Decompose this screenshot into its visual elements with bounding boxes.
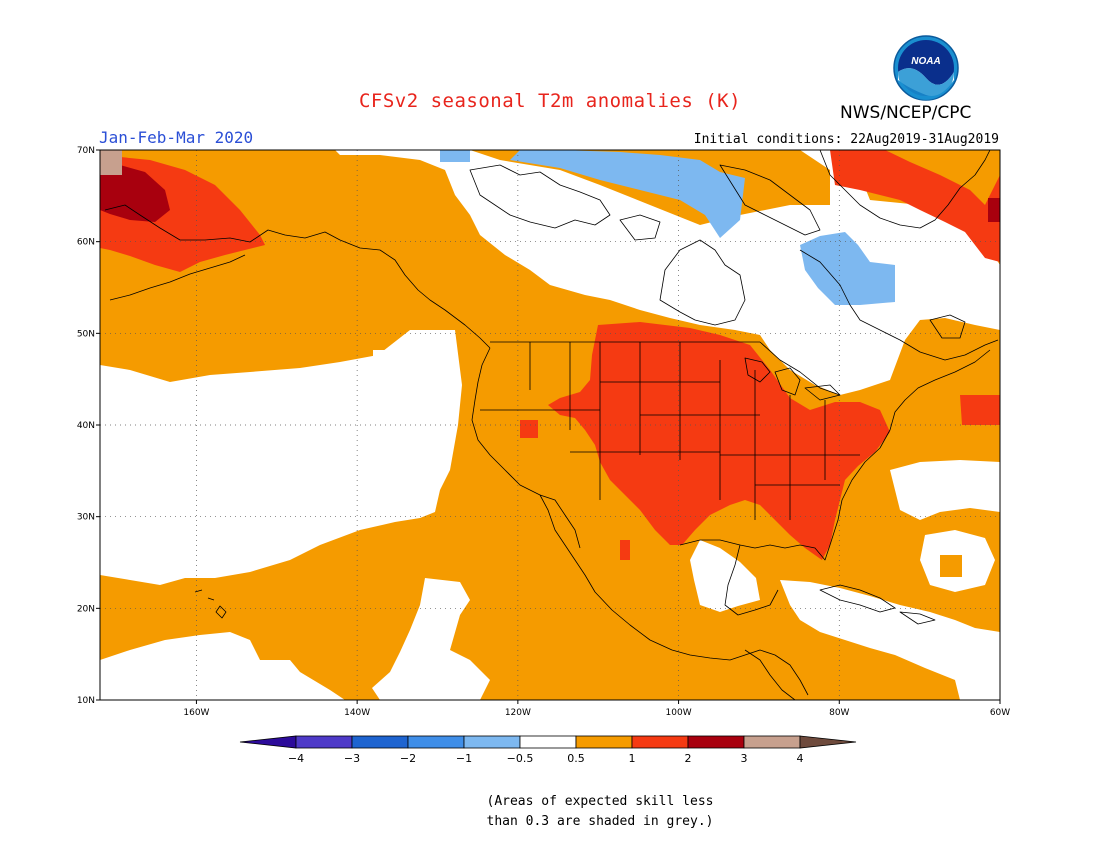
colorbar-low-extreme xyxy=(239,735,297,749)
colorbar-bin xyxy=(407,735,465,749)
skill-footnote: (Areas of expected skill less than 0.3 a… xyxy=(470,792,730,832)
agency-label: NWS/NCEP/CPC xyxy=(840,103,972,123)
lat-tick-label: 60N xyxy=(77,238,95,248)
colorbar-bin xyxy=(351,735,409,749)
neutral-small-1 xyxy=(373,350,391,368)
colorbar-bin xyxy=(463,735,521,749)
lon-tick-label: 80W xyxy=(829,708,849,718)
warm-central-us-region xyxy=(548,322,890,560)
colorbar-label: 4 xyxy=(797,752,804,765)
neutral-small-2 xyxy=(205,505,221,517)
neutral-pacific-region xyxy=(100,330,462,585)
longitude-tick-labels: 160W 140W 120W 100W 80W 60W xyxy=(183,700,1010,718)
colorbar-bin xyxy=(631,735,689,749)
very-warm-greenland-core xyxy=(988,198,1000,222)
lon-tick-label: 60W xyxy=(990,708,1010,718)
colorbar-label: 1 xyxy=(629,752,636,765)
colorbar-high-extreme xyxy=(799,735,857,749)
colorbar-label: −3 xyxy=(344,752,360,765)
neutral-canada-arctic xyxy=(335,150,1000,395)
cold-hudson-region xyxy=(510,150,745,238)
neutral-pacific-south xyxy=(100,632,345,700)
colorbar-bin xyxy=(295,735,353,749)
noaa-logo: NOAA xyxy=(893,35,959,101)
colorbar-bin xyxy=(687,735,745,749)
colorbar-label: 0.5 xyxy=(567,752,585,765)
colorbar-label: −1 xyxy=(456,752,472,765)
colorbar-bin xyxy=(519,735,577,749)
neutral-caribbean xyxy=(780,580,1000,700)
lat-tick-label: 30N xyxy=(77,513,95,523)
cold-baffin-region xyxy=(440,150,470,162)
lon-tick-label: 120W xyxy=(505,708,531,718)
chart-title: CFSv2 seasonal T2m anomalies (K) xyxy=(358,90,742,112)
warm-small-2 xyxy=(620,540,630,560)
initial-conditions: Initial conditions: 22Aug2019-31Aug2019 xyxy=(693,132,999,147)
lon-tick-label: 140W xyxy=(344,708,370,718)
colorbar-label: 3 xyxy=(741,752,748,765)
lon-tick-label: 160W xyxy=(183,708,209,718)
colorbar-bin xyxy=(575,735,633,749)
colorbar-bin xyxy=(743,735,801,749)
forecast-period: Jan-Feb-Mar 2020 xyxy=(99,128,254,147)
lat-tick-label: 40N xyxy=(77,421,95,431)
neutral-atlantic xyxy=(890,460,1000,520)
warm-atlantic-east xyxy=(960,395,1000,425)
colorbar-label: −4 xyxy=(288,752,304,765)
colorbar-label: −2 xyxy=(400,752,416,765)
lat-tick-label: 10N xyxy=(77,696,95,706)
colorbar-label: 2 xyxy=(685,752,692,765)
cold-labrador-region xyxy=(800,232,895,305)
coastlines xyxy=(104,150,999,700)
neutral-mexico-gulf xyxy=(690,540,760,612)
warm-small-1 xyxy=(520,420,538,438)
colorbar-label: −0.5 xyxy=(507,752,534,765)
warm-greenland-region xyxy=(830,150,1000,262)
colorbar: −4 −3 −2 −1 −0.5 0.5 1 2 3 4 xyxy=(239,735,857,765)
lat-tick-label: 20N xyxy=(77,604,95,614)
footnote-line-2: than 0.3 are shaded in grey.) xyxy=(486,814,714,829)
noaa-logo-text: NOAA xyxy=(911,56,940,67)
footnote-line-1: (Areas of expected skill less xyxy=(486,794,714,809)
lat-tick-label: 50N xyxy=(77,329,95,339)
lon-tick-label: 100W xyxy=(666,708,692,718)
lat-tick-label: 70N xyxy=(77,146,95,156)
warm-ring-atlantic xyxy=(940,555,962,577)
very-warm-alaska-core xyxy=(100,165,170,222)
latitude-tick-labels: 10N 20N 30N 40N 50N 60N 70N xyxy=(77,146,100,706)
extreme-warm-alaska-corner xyxy=(100,150,122,175)
